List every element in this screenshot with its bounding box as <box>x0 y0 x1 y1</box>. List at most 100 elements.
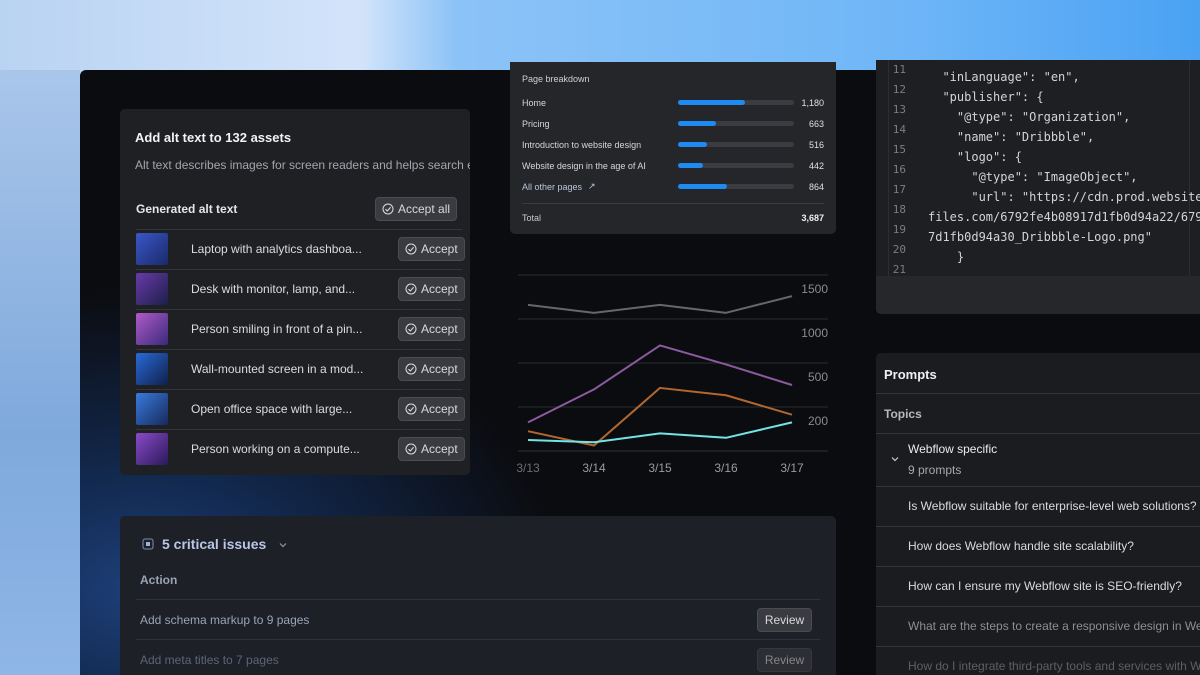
panel-title: Page breakdown <box>522 74 590 84</box>
prompt-question[interactable]: Is Webflow suitable for enterprise-level… <box>908 499 1197 513</box>
page-name: Home <box>522 98 547 108</box>
bar-track <box>678 163 794 168</box>
prompt-question[interactable]: How can I ensure my Webflow site is SEO-… <box>908 579 1182 593</box>
thumbnail <box>136 393 168 425</box>
panel-title: Add alt text to 132 assets <box>135 130 292 145</box>
divider <box>136 269 462 270</box>
prompt-question[interactable]: What are the steps to create a responsiv… <box>908 619 1200 633</box>
prompt-question[interactable]: How do I integrate third-party tools and… <box>908 659 1200 673</box>
external-icon: ↗ <box>588 181 596 191</box>
check-icon <box>405 403 417 415</box>
bar <box>678 100 745 105</box>
x-tick-label: 3/14 <box>582 461 606 475</box>
line-number: 17 <box>892 183 906 196</box>
issue-icon <box>142 538 154 550</box>
y-tick-label: 1500 <box>801 282 828 296</box>
divider <box>876 566 1200 567</box>
code-panel: 11 12 13 14 15 16 17 18 19 20 21 "inLanguage": "en… <box>876 60 1200 314</box>
line-number: 14 <box>892 123 906 136</box>
y-tick-label: 1000 <box>801 326 828 340</box>
issues-panel: 5 critical issues Action Add schema mark… <box>120 516 836 675</box>
accept-button[interactable]: Accept <box>398 437 465 461</box>
divider <box>876 433 1200 434</box>
accept-button[interactable]: Accept <box>398 397 465 421</box>
code-line: "url": "https://cdn.prod.website- <box>928 190 1200 204</box>
series-line <box>527 386 793 447</box>
thumbnail <box>136 353 168 385</box>
accept-all-button[interactable]: Accept all <box>375 197 458 221</box>
accept-button[interactable]: Accept <box>398 277 465 301</box>
button-label: Accept <box>421 322 458 336</box>
divider <box>876 486 1200 487</box>
column-header: Action <box>140 573 178 587</box>
divider <box>876 606 1200 607</box>
section-title: Generated alt text <box>136 202 238 216</box>
bar <box>678 121 716 126</box>
page-breakdown-panel: Page breakdown Total 3,687 Home 1,180 Pric… <box>510 62 836 234</box>
check-icon <box>405 443 417 455</box>
page-name: Pricing <box>522 119 550 129</box>
total-label: Total <box>522 213 542 223</box>
divider <box>876 393 1200 394</box>
code-line: "name": "Dribbble", <box>928 130 1095 144</box>
button-label: Accept <box>421 242 458 256</box>
divider <box>136 349 462 350</box>
prompts-panel: Prompts Topics Webflow specific 9 prompt… <box>876 353 1200 675</box>
accept-button[interactable]: Accept <box>398 237 465 261</box>
prompt-question[interactable]: How does Webflow handle site scalability… <box>908 539 1134 553</box>
page-name: Website design in the age of AI <box>522 161 646 171</box>
bar <box>678 163 704 168</box>
bar-track <box>678 121 794 126</box>
code-line: "inLanguage": "en", <box>928 70 1080 84</box>
x-tick-label: 3/17 <box>780 461 804 475</box>
view-count: 1,180 <box>801 98 824 108</box>
series-line <box>527 295 793 314</box>
y-tick-label: 200 <box>808 414 828 428</box>
x-tick-label: 3/15 <box>648 461 672 475</box>
button-label: Accept <box>421 362 458 376</box>
button-label: Accept all <box>398 202 451 216</box>
thumbnail <box>136 313 168 345</box>
check-icon <box>382 203 394 215</box>
alt-text: Open office space with large... <box>191 402 353 416</box>
divider <box>136 389 462 390</box>
review-button[interactable]: Review <box>757 608 812 632</box>
issue-text: Add meta titles to 7 pages <box>140 653 279 667</box>
review-button[interactable]: Review <box>757 648 812 672</box>
section-title: Topics <box>884 407 922 421</box>
button-label: Accept <box>421 442 458 456</box>
chevron-icon[interactable] <box>278 540 288 550</box>
divider <box>522 203 824 204</box>
divider <box>136 639 820 640</box>
chevron-icon[interactable] <box>890 454 900 464</box>
code-line: "publisher": { <box>928 90 1044 104</box>
accept-button[interactable]: Accept <box>398 357 465 381</box>
line-number: 19 <box>892 223 906 236</box>
total-value: 3,687 <box>801 213 824 223</box>
accept-button[interactable]: Accept <box>398 317 465 341</box>
issues-title: 5 critical issues <box>162 536 267 552</box>
y-tick-label: 500 <box>808 370 828 384</box>
alt-text: Laptop with analytics dashboa... <box>191 242 362 256</box>
divider <box>136 599 820 600</box>
line-number: 15 <box>892 143 906 156</box>
thumbnail <box>136 273 168 305</box>
x-tick-label: 3/13 <box>516 461 540 475</box>
bar-track <box>678 184 794 189</box>
divider <box>136 229 462 230</box>
code-line: "logo": { <box>928 150 1022 164</box>
line-number: 18 <box>892 203 906 216</box>
series-line <box>527 344 793 424</box>
x-tick-label: 3/16 <box>714 461 738 475</box>
thumbnail <box>136 433 168 465</box>
code-line: "@type": "Organization", <box>928 110 1131 124</box>
line-number: 12 <box>892 83 906 96</box>
check-icon <box>405 363 417 375</box>
page-name: All other pages <box>522 182 583 192</box>
alt-text: Person working on a compute... <box>191 442 360 456</box>
bar <box>678 184 727 189</box>
panel-title: Prompts <box>884 367 937 382</box>
group-name: Webflow specific <box>908 442 998 456</box>
